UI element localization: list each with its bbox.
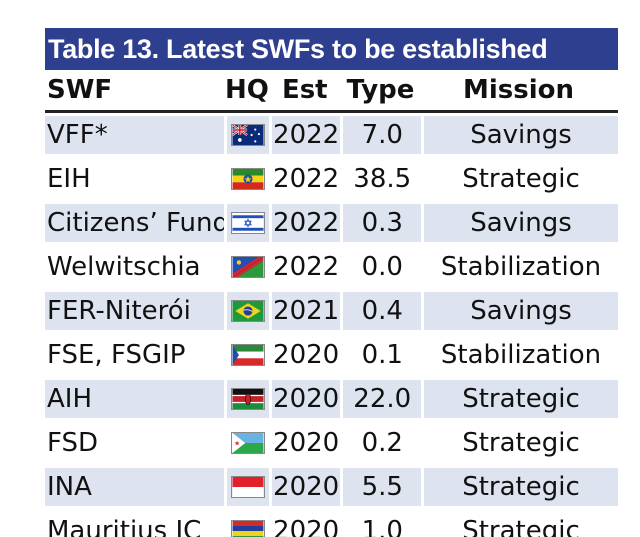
swf-name: Mauritius IC — [47, 516, 202, 537]
mission-value: Strategic — [424, 380, 618, 418]
swf-name: INA — [45, 468, 225, 506]
hq-cell — [227, 468, 269, 506]
est-value: 2022 — [273, 164, 340, 194]
table-title: Table 13. Latest SWFs to be established — [45, 28, 618, 70]
mission-value: Savings — [424, 292, 618, 330]
israel-flag-icon — [230, 212, 265, 234]
australia-flag-icon — [230, 124, 265, 146]
hq-cell — [227, 160, 269, 198]
kenya-flag-icon — [230, 388, 265, 410]
table-row: FSE, FSGIP 2020 0.1 Stabilization — [45, 333, 618, 377]
swf-name: Welwitschia — [47, 252, 201, 282]
type-value: 0.4 — [343, 292, 422, 330]
brazil-flag-icon — [230, 300, 265, 322]
swf-name: FER-Niterói — [45, 292, 225, 330]
hq-cell — [227, 512, 269, 537]
mission-value: Strategic — [462, 428, 580, 458]
table-row: EIH 2022 38.5 Strategic — [45, 157, 618, 201]
est-value: 2021 — [271, 292, 341, 330]
type-value: 1.0 — [361, 516, 403, 537]
hq-cell — [227, 292, 269, 330]
table-row: AIH 2020 22.0 Strategic — [45, 377, 618, 421]
mauritius-flag-icon — [230, 520, 265, 537]
hq-cell — [227, 424, 269, 462]
hq-cell — [227, 336, 269, 374]
mission-value: Savings — [424, 116, 618, 154]
mission-value: Strategic — [462, 164, 580, 194]
mission-value: Strategic — [462, 516, 580, 537]
djibouti-flag-icon — [230, 432, 265, 454]
table-row: INA 2020 5.5 Strategic — [45, 465, 618, 509]
est-value: 2022 — [273, 252, 340, 282]
namibia-flag-icon — [230, 256, 265, 278]
est-value: 2022 — [271, 116, 341, 154]
table-row: FSD 2020 0.2 Strategic — [45, 421, 618, 465]
type-value: 0.1 — [361, 340, 403, 370]
swf-name: VFF* — [45, 116, 225, 154]
ethiopia-flag-icon — [230, 168, 265, 190]
est-value: 2020 — [273, 428, 340, 458]
swf-name: FSD — [47, 428, 99, 458]
type-value: 0.3 — [343, 204, 422, 242]
type-value: 22.0 — [343, 380, 422, 418]
table-row: FER-Niterói 2021 0.4 Savings — [45, 289, 618, 333]
equatorial-guinea-flag-icon — [230, 344, 265, 366]
hq-cell — [227, 116, 269, 154]
swf-name: Citizens’ Fund — [45, 204, 225, 242]
header-swf: SWF — [47, 75, 113, 105]
est-value: 2020 — [273, 340, 340, 370]
type-value: 0.2 — [361, 428, 403, 458]
header-type: Type — [346, 75, 415, 105]
est-value: 2020 — [273, 516, 340, 537]
mission-value: Savings — [424, 204, 618, 242]
mission-value: Stabilization — [440, 252, 602, 282]
mission-value: Stabilization — [440, 340, 602, 370]
table-row: Welwitschia 2022 0.0 Stabilization — [45, 245, 618, 289]
table-row: Citizens’ Fund 2022 0.3 Savings — [45, 201, 618, 245]
type-value: 5.5 — [343, 468, 422, 506]
table-header-row: SWF HQ Est Type Mission — [45, 70, 618, 113]
table-row: Mauritius IC 2020 1.0 Strategic — [45, 509, 618, 537]
est-value: 2020 — [271, 468, 341, 506]
hq-cell — [227, 248, 269, 286]
header-mission: Mission — [463, 75, 575, 105]
indonesia-flag-icon — [230, 476, 265, 498]
swf-name: FSE, FSGIP — [47, 340, 186, 370]
swf-name: EIH — [47, 164, 91, 194]
type-value: 38.5 — [353, 164, 412, 194]
document-table: Table 13. Latest SWFs to be established … — [45, 28, 618, 537]
mission-value: Strategic — [424, 468, 618, 506]
table-row: VFF* 2022 7.0 Savings — [45, 113, 618, 157]
swf-name: AIH — [45, 380, 225, 418]
est-value: 2022 — [271, 204, 341, 242]
header-hq: HQ — [226, 75, 268, 105]
header-est: Est — [281, 75, 328, 105]
type-value: 0.0 — [361, 252, 403, 282]
est-value: 2020 — [271, 380, 341, 418]
type-value: 7.0 — [343, 116, 422, 154]
hq-cell — [227, 380, 269, 418]
hq-cell — [227, 204, 269, 242]
